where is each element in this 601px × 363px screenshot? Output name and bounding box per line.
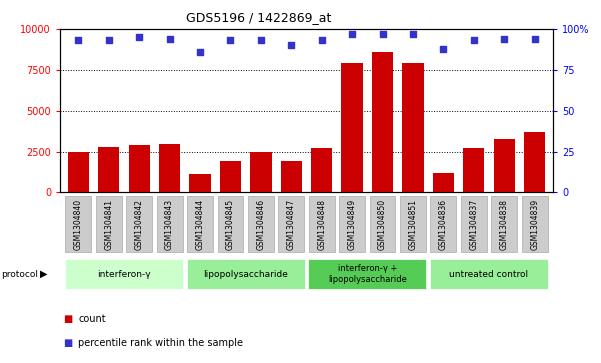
Bar	[493, 139, 515, 192]
Bar	[220, 161, 241, 192]
Bar	[98, 147, 120, 192]
Bar	[402, 64, 424, 192]
FancyBboxPatch shape	[218, 196, 243, 252]
Text: interferon-γ: interferon-γ	[97, 270, 151, 278]
FancyBboxPatch shape	[187, 259, 305, 289]
Text: percentile rank within the sample: percentile rank within the sample	[78, 338, 243, 348]
Text: ■: ■	[63, 338, 72, 348]
FancyBboxPatch shape	[309, 196, 335, 252]
FancyBboxPatch shape	[65, 259, 183, 289]
Bar	[68, 152, 89, 192]
FancyBboxPatch shape	[370, 196, 395, 252]
FancyBboxPatch shape	[126, 196, 152, 252]
Point	[104, 38, 114, 44]
Point	[408, 31, 418, 37]
FancyBboxPatch shape	[400, 196, 426, 252]
Text: GSM1304837: GSM1304837	[469, 199, 478, 250]
Text: protocol: protocol	[1, 270, 38, 278]
Point	[195, 49, 205, 55]
Bar	[311, 148, 332, 192]
Text: GSM1304851: GSM1304851	[409, 199, 418, 250]
Point	[225, 38, 235, 44]
FancyBboxPatch shape	[248, 196, 274, 252]
Text: ▶: ▶	[40, 269, 47, 279]
FancyBboxPatch shape	[491, 196, 517, 252]
Point	[469, 38, 478, 44]
Text: untreated control: untreated control	[450, 270, 529, 278]
FancyBboxPatch shape	[430, 196, 456, 252]
Point	[439, 46, 448, 52]
FancyBboxPatch shape	[66, 196, 91, 252]
Text: GDS5196 / 1422869_at: GDS5196 / 1422869_at	[186, 11, 331, 24]
FancyBboxPatch shape	[278, 196, 304, 252]
Point	[135, 34, 144, 40]
FancyBboxPatch shape	[96, 196, 121, 252]
FancyBboxPatch shape	[461, 196, 487, 252]
Text: GSM1304839: GSM1304839	[530, 199, 539, 250]
Point	[530, 36, 540, 42]
Bar	[341, 64, 363, 192]
FancyBboxPatch shape	[187, 196, 213, 252]
Bar	[129, 145, 150, 192]
Bar	[524, 132, 545, 192]
FancyBboxPatch shape	[308, 259, 426, 289]
Point	[256, 38, 266, 44]
Text: GSM1304846: GSM1304846	[257, 199, 266, 250]
Text: GSM1304848: GSM1304848	[317, 199, 326, 250]
Text: interferon-γ +
lipopolysaccharide: interferon-γ + lipopolysaccharide	[328, 264, 407, 284]
Text: GSM1304845: GSM1304845	[226, 199, 235, 250]
Text: GSM1304842: GSM1304842	[135, 199, 144, 250]
Point	[287, 42, 296, 48]
Point	[378, 31, 388, 37]
Text: count: count	[78, 314, 106, 325]
Bar	[433, 173, 454, 192]
Bar	[372, 52, 393, 192]
Point	[499, 36, 509, 42]
Text: GSM1304843: GSM1304843	[165, 199, 174, 250]
Point	[317, 38, 326, 44]
Text: GSM1304836: GSM1304836	[439, 199, 448, 250]
Point	[347, 31, 357, 37]
Text: GSM1304844: GSM1304844	[195, 199, 204, 250]
Text: GSM1304841: GSM1304841	[105, 199, 113, 250]
Bar	[250, 152, 272, 192]
Bar	[281, 160, 302, 192]
Text: ■: ■	[63, 314, 72, 325]
Text: GSM1304838: GSM1304838	[500, 199, 508, 250]
FancyBboxPatch shape	[430, 259, 548, 289]
Text: lipopolysaccharide: lipopolysaccharide	[203, 270, 288, 278]
Text: GSM1304849: GSM1304849	[347, 199, 356, 250]
Bar	[159, 144, 180, 192]
Text: GSM1304847: GSM1304847	[287, 199, 296, 250]
Text: GSM1304850: GSM1304850	[378, 199, 387, 250]
FancyBboxPatch shape	[157, 196, 183, 252]
Bar	[189, 175, 211, 192]
FancyBboxPatch shape	[339, 196, 365, 252]
Point	[165, 36, 174, 42]
Point	[73, 38, 83, 44]
Text: GSM1304840: GSM1304840	[74, 199, 83, 250]
Bar	[463, 148, 484, 192]
FancyBboxPatch shape	[522, 196, 548, 252]
